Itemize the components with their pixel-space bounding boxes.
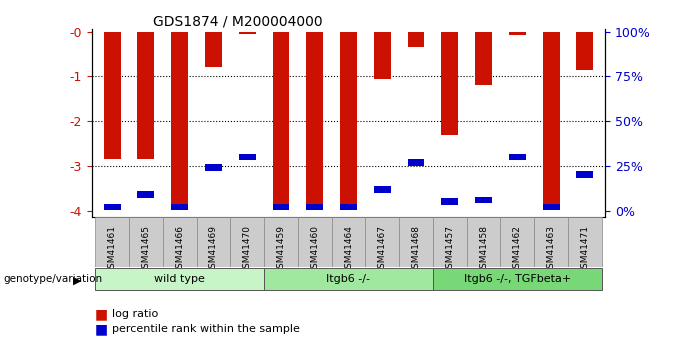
Text: GSM41465: GSM41465 (141, 225, 150, 274)
Text: Itgb6 -/-, TGFbeta+: Itgb6 -/-, TGFbeta+ (464, 274, 571, 284)
Text: GSM41469: GSM41469 (209, 225, 218, 274)
Text: GSM41464: GSM41464 (344, 225, 353, 274)
Bar (306, 31, 323, 208)
Bar (340, 204, 357, 210)
Bar (500, 217, 534, 267)
Bar (577, 171, 594, 178)
Bar (163, 217, 197, 267)
Text: GSM41467: GSM41467 (378, 225, 387, 274)
Text: GSM41461: GSM41461 (107, 225, 116, 274)
Bar (441, 31, 458, 135)
Text: GSM41463: GSM41463 (547, 225, 556, 274)
Bar (332, 217, 365, 267)
Bar (205, 164, 222, 171)
Bar (197, 217, 231, 267)
Bar (306, 204, 323, 210)
Bar (407, 31, 424, 47)
Text: GSM41468: GSM41468 (411, 225, 420, 274)
Bar (171, 31, 188, 208)
Text: percentile rank within the sample: percentile rank within the sample (112, 325, 300, 334)
Bar (568, 217, 602, 267)
Text: wild type: wild type (154, 274, 205, 284)
Text: GSM41466: GSM41466 (175, 225, 184, 274)
Bar (441, 198, 458, 205)
Text: ▶: ▶ (73, 276, 82, 285)
Bar (509, 31, 526, 35)
Text: GSM41470: GSM41470 (243, 225, 252, 274)
Bar (577, 31, 594, 70)
Text: Itgb6 -/-: Itgb6 -/- (326, 274, 371, 284)
Text: log ratio: log ratio (112, 309, 158, 319)
Bar (475, 31, 492, 85)
Text: ■: ■ (95, 323, 108, 336)
Bar (475, 197, 492, 203)
Bar (239, 31, 256, 34)
Bar (137, 31, 154, 159)
Text: GSM41462: GSM41462 (513, 225, 522, 274)
Bar (95, 217, 129, 267)
Bar (543, 204, 560, 210)
Bar (273, 204, 290, 210)
Bar (433, 268, 602, 290)
Bar (273, 31, 290, 208)
Bar (543, 31, 560, 208)
Text: GDS1874 / M200004000: GDS1874 / M200004000 (154, 14, 323, 28)
Bar (374, 31, 391, 79)
Bar (264, 268, 433, 290)
Bar (298, 217, 332, 267)
Text: GSM41460: GSM41460 (310, 225, 319, 274)
Text: GSM41459: GSM41459 (277, 225, 286, 274)
Bar (205, 31, 222, 67)
Bar (509, 154, 526, 160)
Bar (171, 204, 188, 210)
Bar (129, 217, 163, 267)
Bar (466, 217, 500, 267)
Bar (103, 204, 120, 210)
Text: GSM41457: GSM41457 (445, 225, 454, 274)
Bar (433, 217, 466, 267)
Bar (407, 159, 424, 166)
Text: ■: ■ (95, 307, 108, 321)
Bar (399, 217, 433, 267)
Bar (137, 191, 154, 198)
Bar (264, 217, 298, 267)
Bar (239, 154, 256, 160)
Bar (103, 31, 120, 159)
Bar (374, 186, 391, 193)
Text: GSM41458: GSM41458 (479, 225, 488, 274)
Bar (340, 31, 357, 208)
Bar (534, 217, 568, 267)
Text: genotype/variation: genotype/variation (3, 275, 103, 284)
Bar (231, 217, 264, 267)
Text: GSM41471: GSM41471 (581, 225, 590, 274)
Bar (365, 217, 399, 267)
Bar (95, 268, 264, 290)
